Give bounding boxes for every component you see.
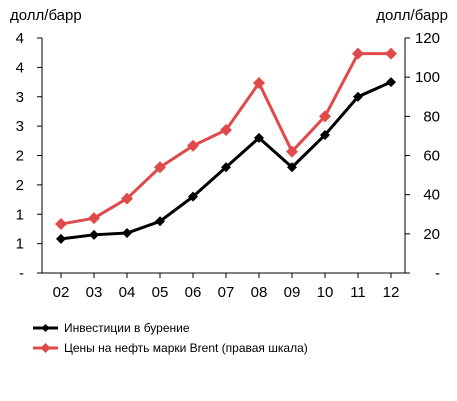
series-point (386, 77, 396, 88)
series-point (353, 91, 363, 102)
left-axis-tick-label: - (19, 265, 24, 282)
right-axis-tick-label: 100 (415, 69, 440, 86)
x-axis-tick-label: 02 (53, 284, 70, 301)
right-axis-tick-label: - (435, 265, 440, 282)
series-point (253, 77, 265, 90)
series-point (56, 233, 66, 244)
x-axis-tick-label: 07 (218, 284, 235, 301)
right-axis-tick-label: 80 (423, 108, 440, 125)
series-line (60, 80, 392, 241)
left-axis-tick-label: 2 (16, 148, 24, 165)
x-axis-tick-label: 06 (185, 284, 202, 301)
series-point (88, 212, 100, 225)
x-axis-tick-label: 12 (383, 284, 400, 301)
x-axis-tick-label: 03 (86, 284, 103, 301)
series-point (121, 192, 133, 205)
legend: Инвестиции в бурение Цены на нефть марки … (33, 321, 308, 355)
left-axis-tick-label: 3 (16, 118, 24, 135)
series-point (187, 139, 199, 152)
right-axis-tick-label: 20 (423, 226, 440, 243)
x-axis-tick-label: 09 (284, 284, 301, 301)
left-axis-tick-label: 4 (16, 30, 24, 47)
series-point (155, 216, 165, 227)
series-line (60, 52, 391, 226)
series-point (319, 110, 331, 123)
right-axis-tick-label: 40 (423, 187, 440, 204)
series-point (221, 162, 231, 173)
legend-swatch-marker (41, 324, 50, 332)
series-point (385, 47, 397, 60)
x-axis-tick-label: 04 (119, 284, 136, 301)
series-point (154, 161, 166, 174)
series-point (55, 218, 67, 231)
series-point (352, 47, 364, 60)
legend-swatch-marker (40, 343, 51, 353)
left-axis-tick-label: 1 (16, 206, 24, 223)
legend-label: Цены на нефть марки Brent (правая шкала) (64, 341, 308, 355)
series-point (89, 229, 99, 240)
series-point (320, 129, 330, 140)
series-point (254, 132, 264, 143)
x-axis-tick-label: 11 (350, 284, 366, 301)
legend-label: Инвестиции в бурение (64, 321, 190, 335)
right-axis-tick-label: 120 (415, 30, 440, 47)
x-axis-tick-label: 10 (317, 284, 334, 301)
series-point (286, 145, 298, 158)
left-axis-tick-label: 4 (16, 59, 24, 76)
series-point (122, 228, 132, 239)
right-axis-tick-label: 60 (423, 148, 440, 165)
series-point (220, 124, 232, 137)
x-axis-tick-label: 05 (152, 284, 169, 301)
right-axis-unit: долл/барр (376, 7, 448, 24)
series-point (188, 191, 198, 202)
left-axis-tick-label: 3 (16, 89, 24, 106)
left-axis-tick-label: 1 (16, 236, 24, 253)
left-axis-unit: долл/барр (10, 7, 82, 24)
left-axis-tick-label: 2 (16, 177, 24, 194)
series-point (287, 162, 297, 173)
x-axis-tick-label: 08 (251, 284, 268, 301)
series-layer (55, 47, 397, 244)
